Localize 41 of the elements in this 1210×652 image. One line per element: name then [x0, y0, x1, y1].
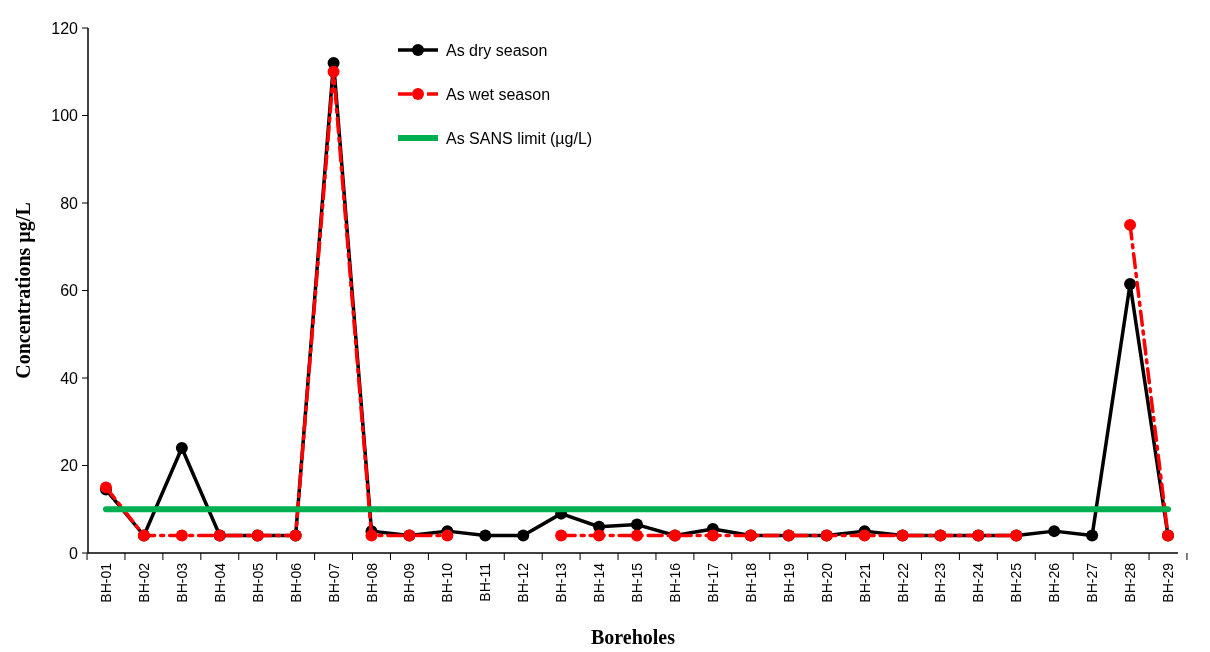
- legend-label: As dry season: [446, 41, 548, 59]
- x-tick-label: BH-09: [401, 562, 418, 603]
- x-tick-label: BH-02: [135, 562, 152, 603]
- legend-label: As SANS limit (µg/L): [446, 129, 593, 147]
- x-tick-label: BH-15: [629, 562, 645, 603]
- x-tick-label: BH-23: [932, 562, 949, 603]
- legend-label: As wet season: [446, 85, 551, 103]
- x-tick-label: BH-26: [1046, 562, 1063, 603]
- y-tick-label: 40: [60, 369, 79, 387]
- x-tick-label: BH-06: [287, 562, 304, 603]
- y-tick-label: 100: [51, 107, 79, 125]
- x-tick-label: BH-11: [477, 562, 494, 602]
- x-tick-label: BH-27: [1084, 562, 1101, 603]
- x-tick-label: BH-12: [515, 562, 532, 603]
- x-tick-label: BH-18: [742, 562, 759, 603]
- x-tick-label: BH-16: [666, 562, 683, 603]
- y-axis-title: Concentrations µg/L: [12, 202, 35, 379]
- x-tick-label: BH-17: [704, 562, 721, 603]
- x-tick-label: BH-08: [363, 562, 380, 603]
- x-tick-label: BH-21: [856, 562, 873, 603]
- x-tick-label: BH-01: [98, 562, 114, 603]
- x-tick-label: BH-10: [439, 562, 456, 603]
- x-tick-label: BH-05: [249, 562, 266, 603]
- x-tick-label: BH-13: [553, 562, 570, 603]
- x-axis-title: Boreholes: [590, 626, 676, 648]
- x-tick-label: BH-20: [818, 562, 835, 603]
- y-tick-label: 20: [60, 457, 79, 475]
- x-tick-label: BH-04: [211, 562, 228, 603]
- x-tick-label: BH-19: [780, 562, 797, 603]
- x-tick-label: BH-07: [325, 562, 342, 603]
- y-tick-label: 60: [60, 282, 79, 300]
- x-tick-label: BH-14: [591, 562, 608, 603]
- x-tick-label: BH-25: [1008, 562, 1025, 603]
- x-tick-label: BH-24: [970, 562, 987, 603]
- x-tick-label: BH-28: [1122, 562, 1139, 603]
- x-tick-label: BH-22: [894, 562, 911, 603]
- y-tick-label: 120: [51, 19, 79, 37]
- y-tick-label: 80: [60, 194, 79, 212]
- y-tick-label: 0: [69, 544, 79, 562]
- x-tick-label: BH-29: [1160, 562, 1176, 603]
- x-tick-label: BH-03: [173, 562, 190, 603]
